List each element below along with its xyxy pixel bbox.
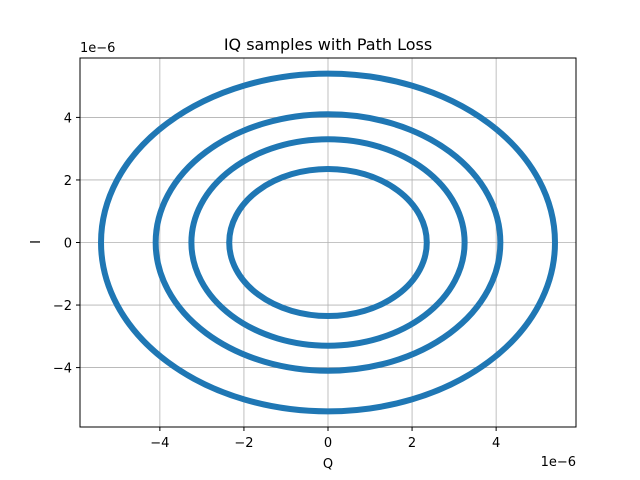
y-tick-label-0: −4 [53,362,72,377]
grid-lines [80,58,576,427]
sample-ring-3 [226,166,430,319]
y-tick-label-2: 0 [64,237,72,252]
chart-title: IQ samples with Path Loss [224,35,432,54]
x-offset-label: 1e−6 [541,455,576,470]
y-tick-label-4: 4 [64,111,72,126]
x-tick-label-4: 4 [492,436,500,451]
x-ticks: −4 −2 0 2 4 [150,427,500,451]
y-tick-label-1: −2 [53,299,72,314]
x-axis-label: Q [323,457,333,472]
y-tick-label-3: 2 [64,174,72,189]
y-offset-label: 1e−6 [80,41,115,56]
sample-ring-0 [98,70,558,415]
sample-ring-2 [188,136,468,349]
sample-ring-1 [152,111,504,374]
x-tick-label-3: 2 [408,436,416,451]
y-axis-label: I [29,240,44,244]
y-ticks: −4 −2 0 2 4 [53,111,80,377]
x-tick-label-1: −2 [234,436,253,451]
sample-rings [98,70,558,415]
x-tick-label-2: 0 [324,436,332,451]
x-tick-label-0: −4 [150,436,169,451]
